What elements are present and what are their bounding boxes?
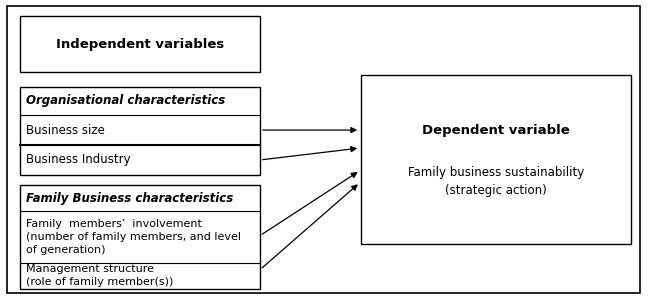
Text: Business size: Business size	[26, 123, 105, 137]
Text: Family Business characteristics: Family Business characteristics	[26, 192, 233, 205]
Text: Independent variables: Independent variables	[56, 38, 224, 51]
Text: Family  members’  involvement
(number of family members, and level
of generation: Family members’ involvement (number of f…	[26, 219, 241, 255]
Bar	[20, 185, 260, 289]
Bar	[20, 87, 260, 175]
Text: Family business sustainability
(strategic action): Family business sustainability (strategi…	[408, 166, 584, 197]
Text: Organisational characteristics: Organisational characteristics	[26, 94, 226, 107]
Text: Business Industry: Business Industry	[26, 153, 131, 167]
Bar	[361, 75, 630, 244]
Text: Management structure
(role of family member(s)): Management structure (role of family mem…	[26, 264, 174, 287]
Bar	[20, 16, 260, 72]
Text: Dependent variable: Dependent variable	[422, 124, 569, 137]
